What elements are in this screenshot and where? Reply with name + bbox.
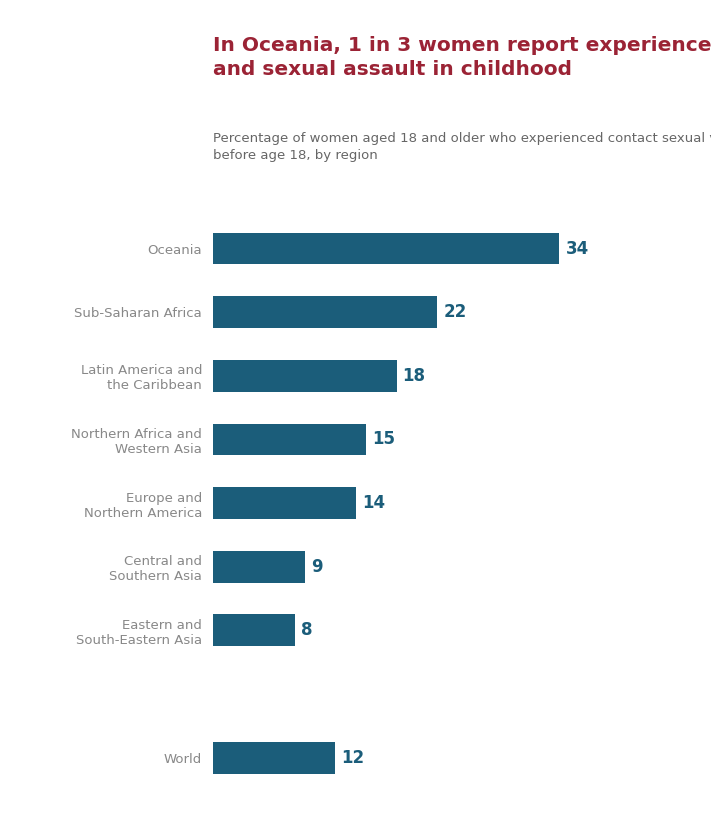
Bar (213, 360, 397, 392)
Text: 34: 34 (565, 240, 589, 257)
Text: 18: 18 (402, 367, 426, 385)
Text: 15: 15 (372, 431, 395, 448)
Bar (213, 614, 295, 646)
Bar (213, 742, 336, 773)
Bar (213, 487, 356, 519)
Bar (213, 551, 305, 583)
Text: Percentage of women aged 18 and older who experienced contact sexual violence
be: Percentage of women aged 18 and older wh… (213, 132, 711, 162)
Bar (213, 423, 366, 456)
Text: 22: 22 (444, 304, 466, 321)
Bar (213, 232, 560, 265)
Text: 8: 8 (301, 621, 312, 639)
Text: 14: 14 (362, 494, 385, 512)
Text: In Oceania, 1 in 3 women report experiences of rape
and sexual assault in childh: In Oceania, 1 in 3 women report experien… (213, 36, 711, 79)
Bar (213, 296, 437, 328)
Text: 12: 12 (341, 748, 365, 767)
Text: 9: 9 (311, 557, 323, 576)
